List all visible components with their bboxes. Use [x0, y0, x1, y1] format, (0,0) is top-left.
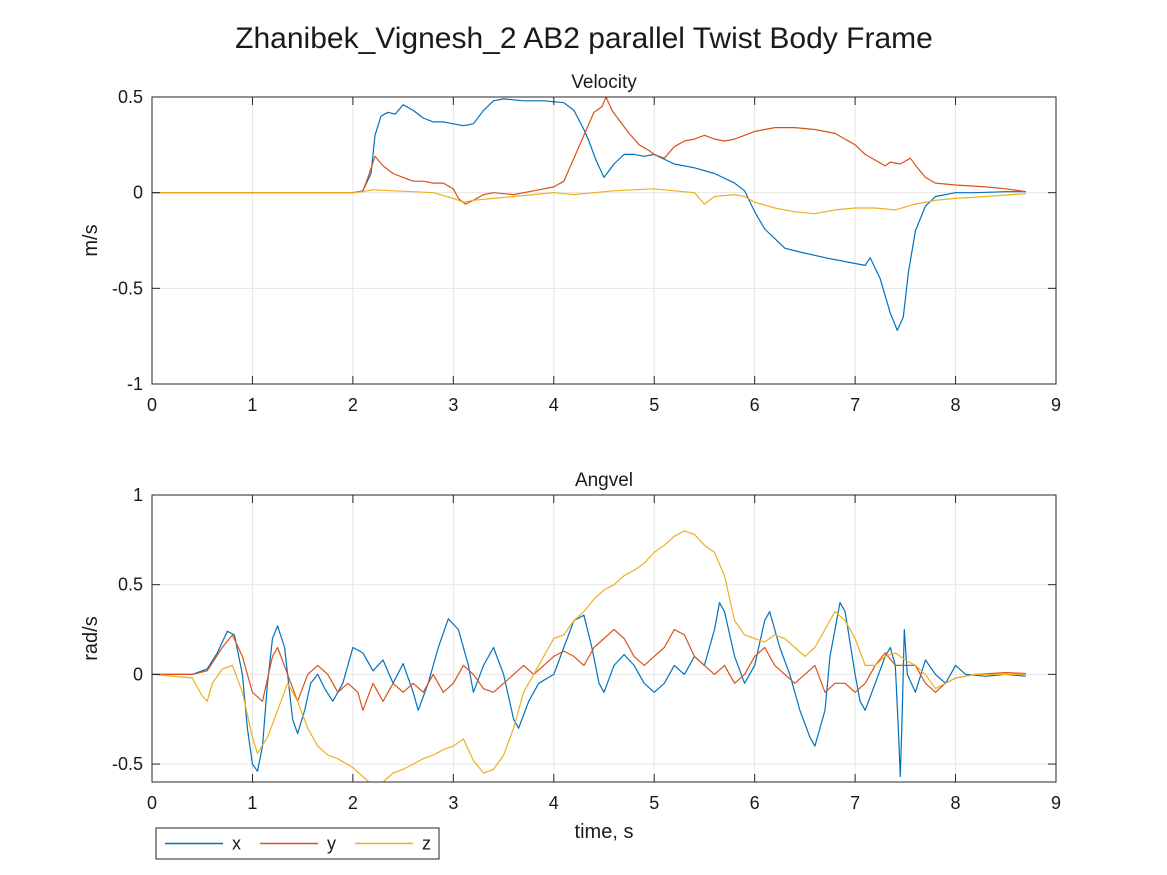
chart-1-xtick-label: 2 [348, 395, 358, 415]
chart-2-axes-box [151, 494, 1057, 783]
chart-1-xtick-label: 5 [649, 395, 659, 415]
chart-2-xtick-label: 4 [549, 793, 559, 813]
chart-1-xtick-label: 9 [1051, 395, 1061, 415]
chart-2-xtick-label: 1 [247, 793, 257, 813]
chart-2-series-z-line [152, 530, 1026, 782]
chart-2-ylabel: rad/s [80, 616, 102, 660]
chart-1-xtick-label: 7 [850, 395, 860, 415]
chart-1-series-z-line [152, 188, 1026, 215]
chart-1-xtick-label: 3 [448, 395, 458, 415]
legend-label-z: z [422, 834, 431, 854]
chart-2-ytick-label: 0 [133, 664, 143, 684]
chart-1-series-y-line [152, 97, 1026, 205]
chart-1-xtick-label: 8 [951, 395, 961, 415]
chart-1-xtick-label: 6 [750, 395, 760, 415]
chart-1-xtick-label: 1 [247, 395, 257, 415]
chart-2-xtick-label: 7 [850, 793, 860, 813]
chart-2-ytick-label: -0.5 [112, 754, 143, 774]
chart-1-title: Velocity [571, 72, 637, 93]
chart-2-xtick-label: 3 [448, 793, 458, 813]
legend-label-y: y [327, 834, 336, 854]
chart-1-ytick-label: 0 [133, 183, 143, 203]
chart-2-xtick-label: 6 [750, 793, 760, 813]
chart-2-ytick-label: 0.5 [118, 575, 143, 595]
chart-2-xtick-label: 9 [1051, 793, 1061, 813]
chart-2-series-x-line [152, 601, 1026, 778]
chart-2-ytick-label: 1 [133, 485, 143, 505]
chart-2-title: Angvel [575, 470, 633, 491]
chart-1-series-group [152, 97, 1026, 331]
chart-2-series-y-line [152, 628, 1026, 711]
chart-2-xtick-label: 5 [649, 793, 659, 813]
chart-2-xtick-label: 8 [951, 793, 961, 813]
chart-2-series-group [152, 530, 1026, 782]
chart-2-xtick-label: 2 [348, 793, 358, 813]
chart-1-xtick-label: 0 [147, 395, 157, 415]
legend-label-x: x [232, 834, 241, 854]
chart-1: 0 1 2 3 4 5 6 7 8 9 -1 -0.5 0 0.5 Velocity m/s [80, 72, 1061, 415]
chart-1-background [152, 97, 1056, 384]
chart-2-xlabel: time, s [575, 821, 634, 843]
legend: x y z [155, 827, 440, 860]
chart-1-ylabel: m/s [80, 224, 102, 256]
chart-1-xtick-label: 4 [549, 395, 559, 415]
chart-1-axes-box [151, 96, 1057, 385]
chart-1-ytick-label: 0.5 [118, 87, 143, 107]
chart-1-ytick-label: -0.5 [112, 278, 143, 298]
chart-2-xtick-label: 0 [147, 793, 157, 813]
figure-title: Zhanibek_Vignesh_2 AB2 parallel Twist Bo… [235, 22, 933, 55]
chart-1-ytick-label: -1 [127, 374, 143, 394]
chart-1-series-x-line [152, 98, 1026, 331]
